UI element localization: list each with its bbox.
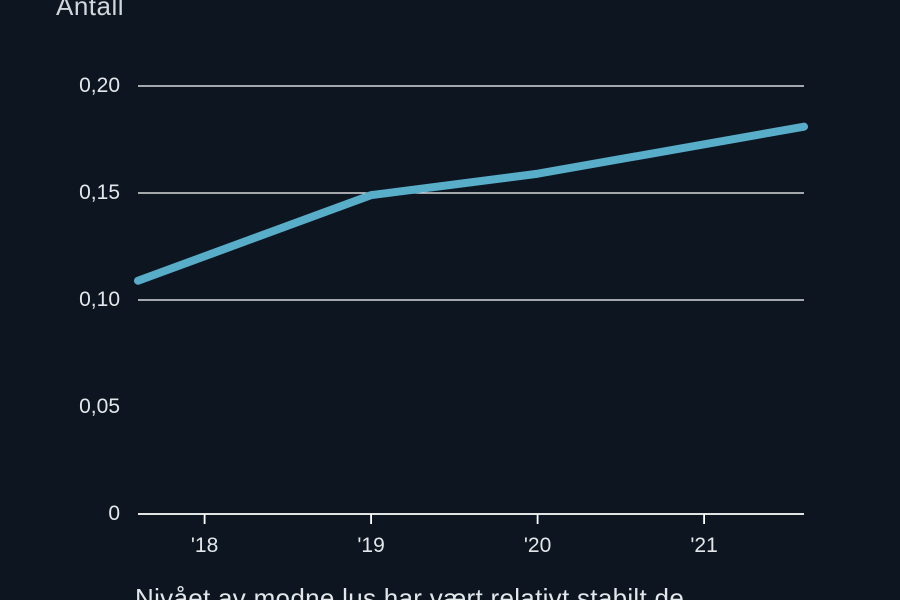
x-tick-label: '20 xyxy=(524,534,551,558)
line-chart-plot xyxy=(98,46,844,554)
x-tick-label: '19 xyxy=(357,534,384,558)
x-tick-label: '21 xyxy=(690,534,717,558)
y-tick-label: 0,10 xyxy=(79,288,120,312)
y-tick-label: 0 xyxy=(108,502,120,526)
chart-caption: Nivået av modne lus har vært relativt st… xyxy=(135,583,684,600)
y-tick-label: 0,15 xyxy=(79,181,120,205)
y-tick-label: 0,05 xyxy=(79,395,120,419)
x-tick-label: '18 xyxy=(191,534,218,558)
chart-container: Antall Nivået av modne lus har vært rela… xyxy=(0,0,900,600)
y-axis-title: Antall xyxy=(56,0,124,22)
y-tick-label: 0,20 xyxy=(79,74,120,98)
